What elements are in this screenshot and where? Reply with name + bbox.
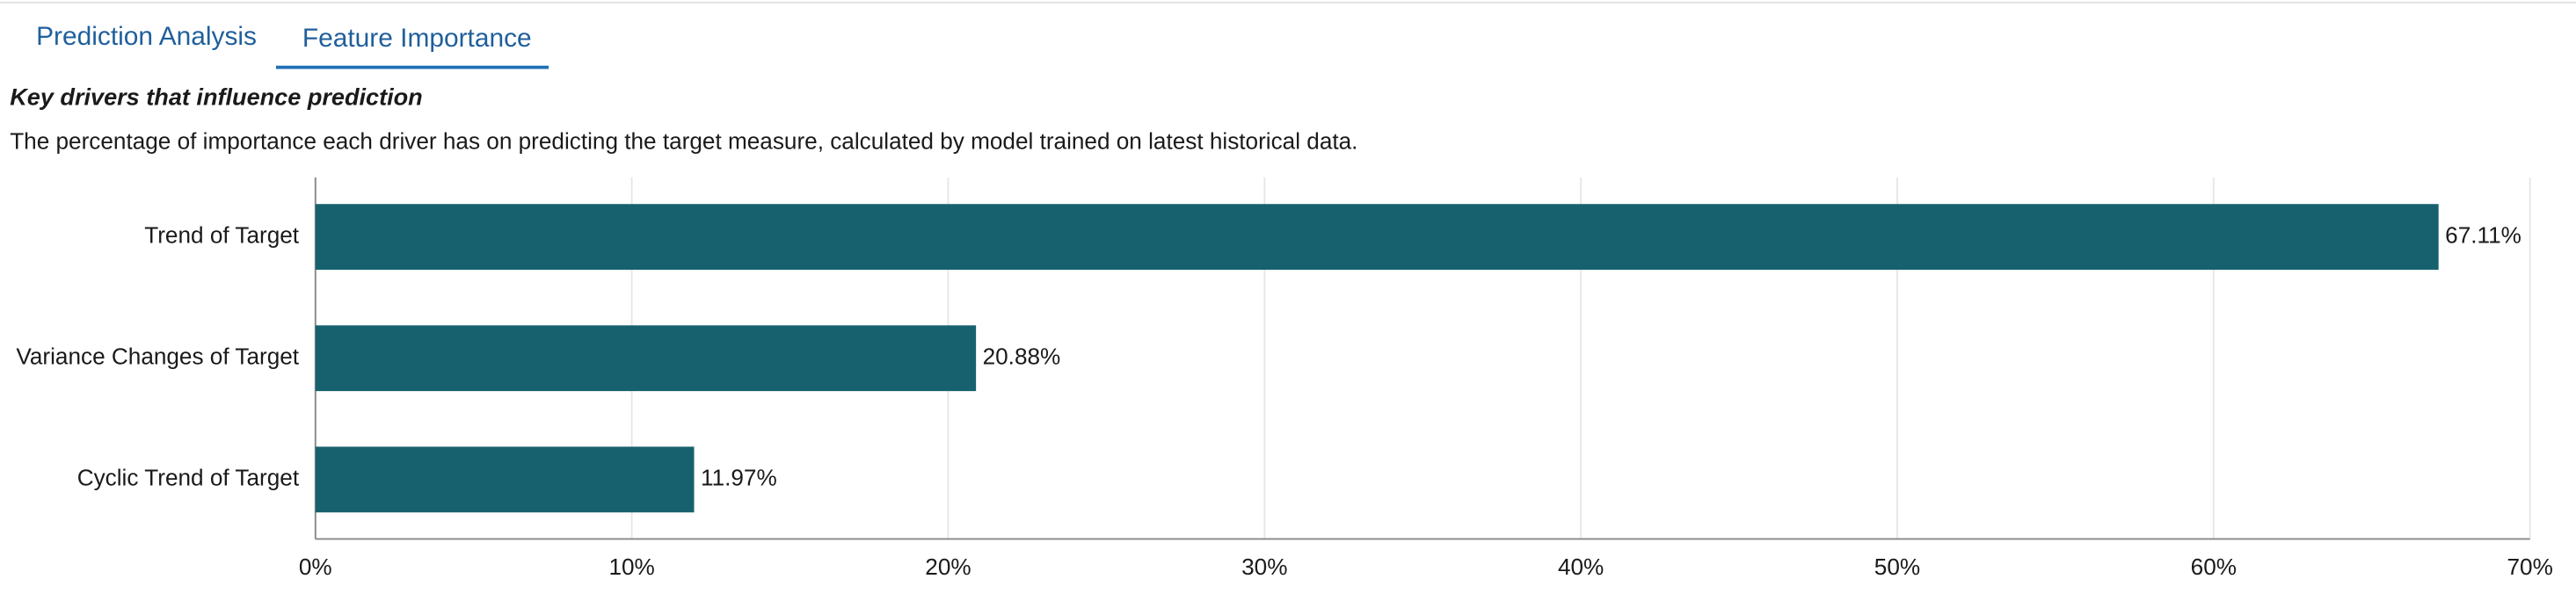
x-tick-label: 0% (299, 554, 332, 580)
x-tick-label: 20% (925, 554, 971, 580)
x-tick-label: 70% (2507, 554, 2553, 580)
section-heading: Key drivers that influence prediction (10, 83, 423, 110)
y-tick-label: Cyclic Trend of Target (77, 465, 300, 491)
data-label: 20.88% (983, 344, 1061, 370)
bar (315, 325, 977, 392)
tab-active[interactable]: Feature Importance (302, 24, 532, 53)
chart: 0% 10% 20% 30% 40% 50% 60% 70% Trend of Target 67… (16, 177, 2553, 580)
tab[interactable]: Prediction Analysis (36, 22, 257, 51)
y-tick-label: Variance Changes of Target (16, 344, 299, 370)
x-tick-label: 60% (2191, 554, 2237, 580)
x-tick-label: 10% (608, 554, 654, 580)
bar (315, 446, 695, 513)
x-tick-label: 50% (1874, 554, 1920, 580)
data-label: 11.97% (701, 465, 777, 491)
description: The percentage of importance each driver… (10, 128, 1357, 155)
bar (315, 204, 2439, 271)
y-tick-label: Trend of Target (144, 222, 300, 249)
data-label: 67.11% (2445, 222, 2521, 249)
x-tick-label: 40% (1558, 554, 1604, 580)
x-tick-label: 30% (1241, 554, 1287, 580)
